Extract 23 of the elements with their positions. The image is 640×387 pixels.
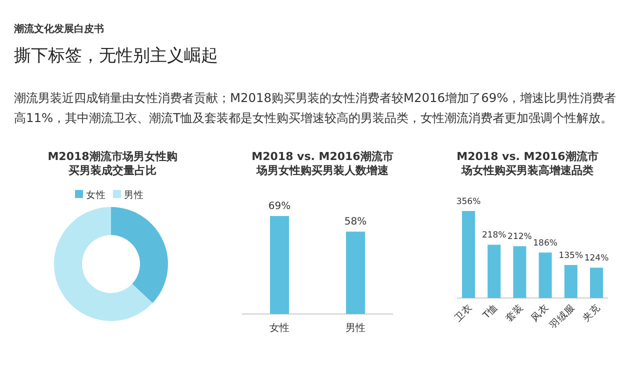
text: 潮流男装近四成销量由女性消费者贡献；M2018购买男装的女性消费者较M2016增加了69%，增速比男性消费者高11%，其中潮流卫衣、潮流T恤及套装都是女性购买增速较高的男装品类，女性潮流消费者更加强调个性解放。 (14, 90, 618, 127)
data-label: 69% (268, 201, 291, 212)
data-label: 218% (482, 230, 506, 241)
chart-title: M2018 vs. M2016潮流市场男女性购买男装人数增速 (250, 150, 394, 178)
x-tick-label: 卫衣 (452, 302, 475, 324)
data-label: 135% (558, 251, 584, 262)
data-label: 186% (533, 238, 558, 249)
chart-title: M2018 vs. M2016潮流市场女性购买男装高增速品类 (456, 150, 600, 178)
x-tick-label: T恤 (480, 302, 500, 322)
x-tick-label: 夹克 (580, 302, 603, 324)
text: 潮流文化发展白皮书 (14, 22, 104, 36)
x-tick-label: 男性 (346, 322, 366, 334)
legend-label: 男性 (124, 189, 144, 201)
x-tick-label: 羽绒服 (547, 302, 578, 332)
data-label: 124% (584, 254, 609, 264)
chart-title: M2018潮流市场男女性购买男装成交量占比 (46, 150, 178, 178)
x-tick-label: 女性 (270, 322, 290, 334)
data-label: 58% (344, 216, 367, 228)
data-label: 212% (508, 232, 532, 242)
data-label: 356% (456, 197, 481, 207)
x-tick-label: 套装 (503, 302, 526, 324)
text: 撕下标签，无性别主义崛起 (14, 45, 218, 67)
legend-label: 女性 (86, 189, 106, 201)
